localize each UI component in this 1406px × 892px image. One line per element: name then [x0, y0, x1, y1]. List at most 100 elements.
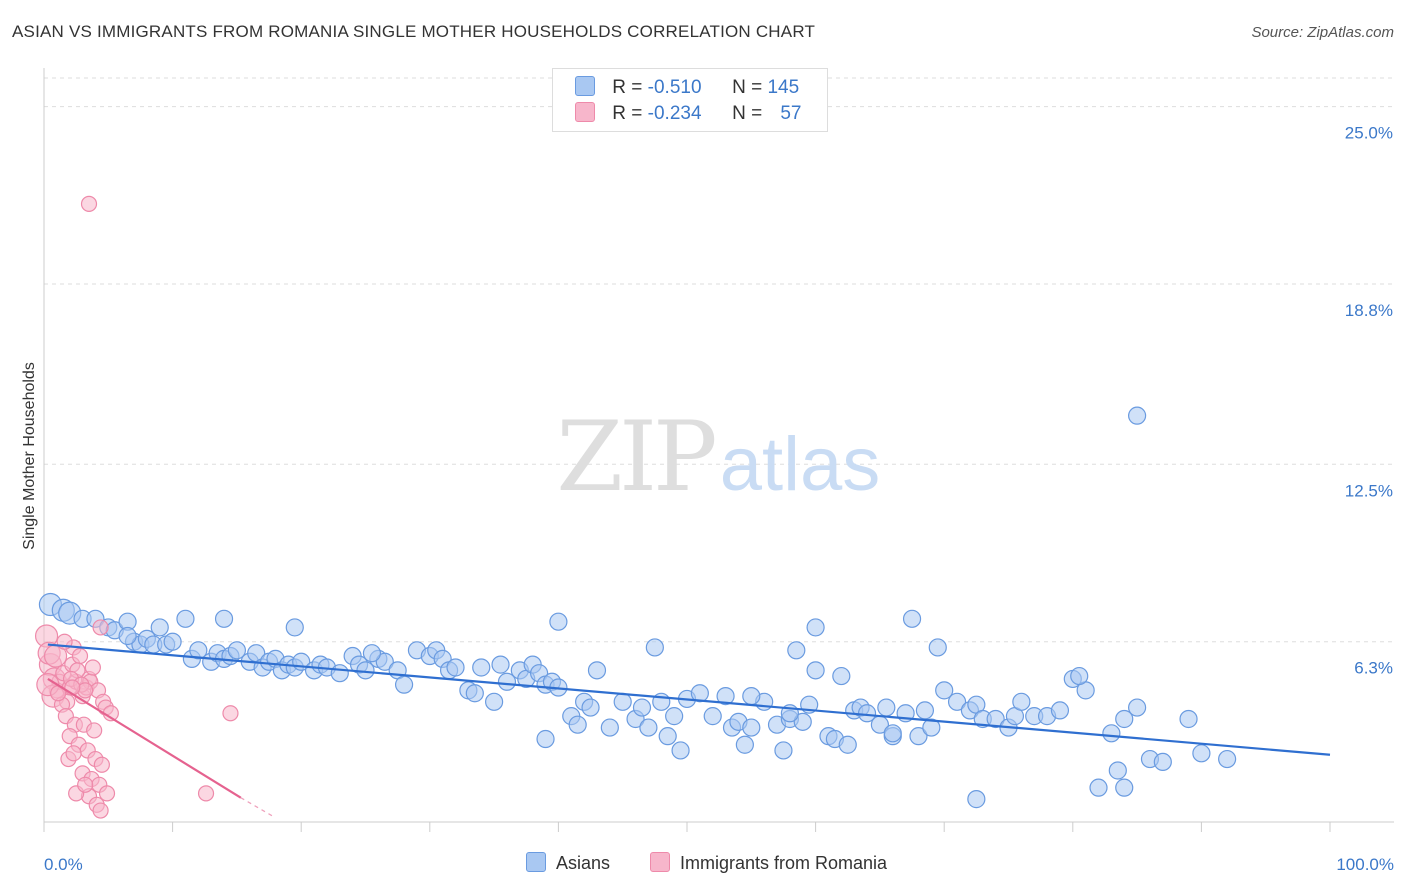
data-point — [1115, 778, 1134, 797]
data-point — [1218, 749, 1237, 769]
data-point — [735, 735, 754, 754]
data-point — [86, 722, 103, 739]
data-point — [632, 698, 652, 717]
chart-title: ASIAN VS IMMIGRANTS FROM ROMANIA SINGLE … — [12, 22, 816, 41]
data-point — [1192, 744, 1211, 763]
legend-n-label: N = — [732, 77, 768, 98]
data-point — [176, 609, 195, 628]
data-point — [1115, 709, 1134, 729]
trend-line-romania — [47, 677, 242, 799]
data-point — [362, 644, 382, 663]
x-tick-label: 100.0% — [1336, 855, 1394, 874]
data-point — [375, 652, 394, 671]
data-point — [1050, 701, 1070, 720]
data-point — [227, 641, 246, 660]
data-point — [446, 658, 465, 677]
y-tick-label: 18.8% — [1345, 301, 1393, 320]
watermark-atlas: atlas — [720, 422, 881, 507]
data-point — [465, 684, 484, 703]
data-point — [118, 626, 137, 646]
data-point — [922, 718, 941, 737]
bottom-legend-asians: Asians — [526, 852, 610, 874]
data-point — [581, 698, 600, 717]
data-point — [877, 698, 896, 717]
data-point — [189, 641, 208, 660]
legend-n-value: 57 — [780, 103, 802, 124]
trend-line-asians — [47, 643, 1331, 756]
legend-n-label: N = — [732, 103, 768, 124]
bottom-legend-romania: Immigrants from Romania — [650, 852, 887, 874]
legend-r-value: -0.510 — [647, 77, 702, 98]
y-tick-label: 12.5% — [1345, 481, 1393, 500]
grid-lines — [44, 77, 1394, 643]
data-point — [150, 618, 169, 637]
data-point — [671, 741, 690, 760]
data-point — [497, 672, 517, 691]
legend-swatch-romania — [575, 102, 595, 122]
x-tick-label: 0.0% — [44, 855, 83, 874]
data-point — [793, 712, 812, 731]
data-point — [658, 727, 677, 746]
data-point — [703, 707, 722, 726]
source-credit: Source: ZipAtlas.com — [1251, 24, 1394, 41]
data-point — [645, 638, 664, 657]
data-point — [787, 641, 806, 660]
data-point — [222, 705, 239, 722]
series-romania — [34, 195, 239, 819]
data-point — [690, 684, 709, 703]
data-point — [92, 619, 109, 636]
bottom-legend-label-romania: Immigrants from Romania — [680, 853, 888, 873]
data-point — [65, 745, 82, 762]
data-point — [1108, 761, 1127, 780]
data-point — [93, 756, 110, 773]
data-point — [909, 727, 928, 746]
data-point — [285, 618, 304, 637]
data-point — [98, 785, 116, 802]
data-point — [915, 701, 935, 720]
legend-row-asians: R = -0.510 N = 145 — [575, 76, 799, 100]
data-point — [902, 609, 922, 628]
bottom-legend-swatch-romania — [650, 852, 670, 872]
data-point — [838, 735, 857, 754]
data-point — [967, 790, 986, 809]
data-point — [77, 776, 94, 793]
data-point — [774, 741, 793, 760]
data-point — [549, 612, 568, 631]
data-point — [806, 618, 825, 637]
legend-r-label: R = — [612, 77, 648, 98]
legend-r-value: -0.234 — [647, 103, 702, 124]
data-point — [947, 692, 967, 711]
data-point — [600, 718, 619, 737]
data-point — [214, 609, 234, 628]
data-point — [806, 661, 825, 680]
legend-swatch-asians — [575, 76, 595, 96]
data-point — [92, 802, 109, 819]
data-point — [472, 658, 491, 677]
bottom-legend-label-asians: Asians — [556, 853, 611, 873]
data-point — [163, 632, 182, 651]
data-point — [1179, 709, 1198, 729]
y-tick-label: 6.3% — [1354, 659, 1393, 678]
data-point — [613, 692, 632, 711]
data-point — [71, 647, 89, 665]
trend-lines — [47, 643, 1331, 817]
data-point — [1127, 406, 1147, 425]
data-point — [587, 661, 607, 680]
data-point — [330, 664, 349, 683]
data-point — [742, 686, 761, 706]
tick-labels: 6.3% 12.5% 18.8% 25.0% 0.0% 100.0% — [44, 124, 1394, 874]
data-point — [485, 692, 504, 711]
trend-line-extension — [240, 797, 274, 817]
bottom-legend-swatch-asians — [526, 852, 546, 872]
data-point — [1089, 778, 1108, 797]
data-point — [1127, 698, 1147, 717]
legend-n-value: 145 — [767, 77, 800, 98]
data-point — [568, 715, 587, 734]
data-point — [1012, 692, 1031, 711]
data-point — [928, 638, 947, 657]
data-point — [935, 681, 954, 700]
data-point — [665, 707, 684, 726]
watermark: ZIP atlas — [556, 401, 880, 513]
legend-row-romania: R = -0.234 N = 57 — [575, 102, 801, 126]
